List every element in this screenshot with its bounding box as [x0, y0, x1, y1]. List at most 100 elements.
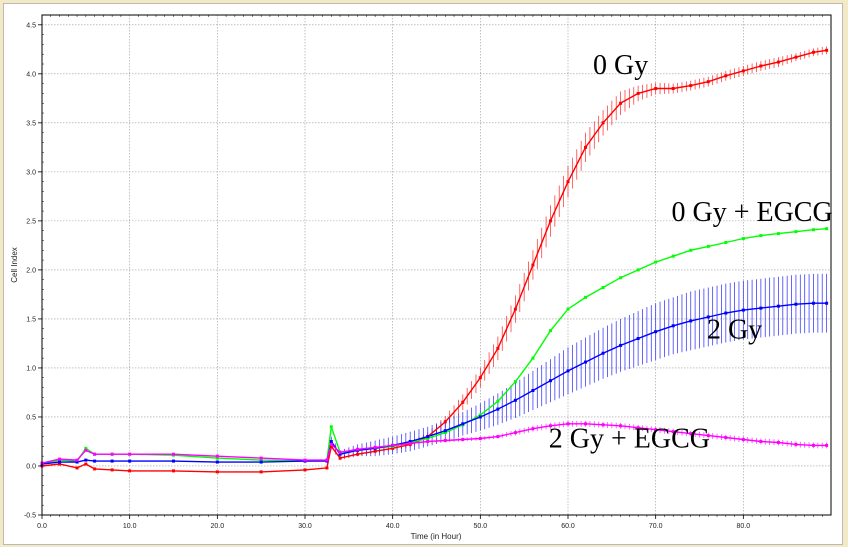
- data-point-2-gy: [671, 324, 675, 328]
- data-point-0-gy: [329, 444, 333, 448]
- data-point-2-gy: [689, 319, 693, 323]
- x-tick-label: 60.0: [561, 523, 575, 530]
- data-point-0-gy-egcg: [619, 276, 623, 280]
- data-point-2-gy-egcg: [706, 434, 710, 438]
- data-point-2-gy: [548, 379, 552, 383]
- data-point-2-gy: [724, 311, 728, 315]
- data-point-0-gy: [548, 219, 552, 223]
- data-point-0-gy: [566, 180, 570, 184]
- data-point-2-gy-egcg: [443, 438, 447, 442]
- data-point-0-gy: [513, 307, 517, 311]
- data-point-2-gy-egcg: [215, 454, 219, 458]
- data-point-2-gy: [128, 459, 132, 463]
- data-point-0-gy: [93, 467, 97, 471]
- data-point-2-gy-egcg: [84, 448, 88, 452]
- data-point-2-gy: [75, 460, 79, 464]
- data-point-0-gy-egcg: [329, 425, 333, 429]
- chart-frame: 0.0 10.0 20.0 30.0 40.0 50.0 60.0 70.0 80.0 -0.5…: [3, 3, 843, 545]
- data-point-2-gy-egcg: [548, 424, 552, 428]
- data-point-0-gy-egcg: [759, 234, 763, 238]
- data-point-0-gy-egcg: [794, 230, 798, 234]
- y-tick-label: 1.5: [26, 316, 36, 323]
- data-point-2-gy: [584, 360, 588, 364]
- data-point-2-gy: [794, 302, 798, 306]
- data-point-2-gy: [566, 369, 570, 373]
- y-tick-label: -0.5: [24, 513, 36, 520]
- x-tick-label: 10.0: [123, 523, 137, 530]
- data-point-0-gy: [671, 87, 675, 91]
- data-point-2-gy: [601, 351, 605, 355]
- data-point-0-gy: [776, 60, 780, 64]
- data-point-2-gy-egcg: [408, 441, 412, 445]
- data-point-2-gy-egcg: [478, 437, 482, 441]
- data-point-2-gy-egcg: [128, 452, 132, 456]
- data-point-0-gy: [706, 80, 710, 84]
- data-point-0-gy: [724, 74, 728, 78]
- series-label-0-gy: 0 Gy: [593, 50, 648, 81]
- data-point-0-gy-egcg: [811, 228, 815, 232]
- data-point-0-gy-egcg: [531, 356, 535, 360]
- y-tick-label: 3.5: [26, 120, 36, 127]
- data-point-0-gy-egcg: [601, 286, 605, 290]
- cell-index-chart: 0.0 10.0 20.0 30.0 40.0 50.0 60.0 70.0 80.0 -0.5…: [10, 14, 833, 541]
- data-point-0-gy-egcg: [825, 227, 829, 231]
- data-point-2-gy: [172, 459, 175, 463]
- y-axis-title: Cell Index: [10, 247, 19, 283]
- data-point-0-gy: [110, 468, 114, 472]
- data-point-0-gy-egcg: [443, 431, 447, 435]
- data-point-2-gy: [93, 459, 97, 463]
- data-point-0-gy: [58, 462, 62, 466]
- data-point-2-gy-egcg: [811, 443, 815, 447]
- data-point-0-gy-egcg: [689, 248, 693, 252]
- data-point-0-gy: [741, 69, 745, 73]
- data-point-2-gy: [259, 460, 263, 464]
- data-point-0-gy: [636, 91, 640, 95]
- data-point-2-gy: [408, 439, 412, 443]
- data-point-2-gy-egcg: [619, 424, 623, 428]
- data-point-2-gy: [426, 435, 430, 439]
- data-point-0-gy: [794, 55, 798, 59]
- data-point-0-gy: [215, 470, 219, 474]
- data-point-2-gy: [741, 308, 745, 312]
- x-axis-ticks: 0.0 10.0 20.0 30.0 40.0 50.0 60.0 70.0 80.0: [37, 15, 823, 530]
- data-point-0-gy: [443, 420, 447, 424]
- data-point-0-gy-egcg: [566, 307, 570, 311]
- data-point-2-gy-egcg: [329, 442, 333, 446]
- data-point-0-gy-egcg: [478, 413, 482, 417]
- x-tick-label: 30.0: [298, 523, 312, 530]
- series-label-2-gy-egcg: 2 Gy + EGCG: [549, 423, 710, 454]
- data-point-0-gy: [128, 469, 132, 473]
- data-point-0-gy: [478, 376, 482, 380]
- data-point-2-gy: [110, 459, 114, 463]
- data-point-0-gy: [356, 452, 360, 456]
- data-point-2-gy: [461, 422, 465, 426]
- data-point-0-gy: [338, 456, 342, 460]
- data-point-2-gy: [513, 398, 517, 402]
- data-point-0-gy-egcg: [215, 456, 219, 460]
- data-point-0-gy: [496, 346, 500, 350]
- data-point-2-gy-egcg: [584, 422, 588, 426]
- data-point-2-gy: [825, 301, 829, 305]
- data-point-2-gy: [329, 439, 333, 443]
- series-label-2-gy: 2 Gy: [707, 315, 762, 346]
- data-point-2-gy-egcg: [356, 447, 360, 451]
- data-point-2-gy: [338, 452, 342, 456]
- data-point-2-gy: [706, 315, 710, 319]
- y-tick-label: 3.0: [26, 169, 36, 176]
- data-point-0-gy-egcg: [654, 260, 658, 264]
- y-tick-label: 2.0: [26, 267, 36, 274]
- y-tick-label: 4.5: [26, 22, 36, 29]
- data-point-2-gy-egcg: [794, 442, 798, 446]
- data-point-2-gy: [619, 343, 623, 347]
- data-point-2-gy: [84, 458, 88, 462]
- data-point-2-gy-egcg: [373, 445, 377, 449]
- y-axis-ticks: -0.5 0.0 0.5 1.0 1.5 2.0 2.5 3.0 3.5 4.0 4.5: [24, 22, 44, 520]
- data-point-2-gy-egcg: [110, 452, 114, 456]
- series-labels: 0 Gy 0 Gy + EGCG 2 Gy 2 Gy + EGCG: [549, 50, 833, 455]
- data-point-0-gy: [619, 101, 623, 105]
- data-point-0-gy: [75, 466, 79, 470]
- data-point-0-gy-egcg: [426, 437, 430, 441]
- data-point-2-gy-egcg: [825, 443, 829, 447]
- data-point-0-gy-egcg: [548, 329, 552, 333]
- y-tick-label: 0.5: [26, 414, 36, 421]
